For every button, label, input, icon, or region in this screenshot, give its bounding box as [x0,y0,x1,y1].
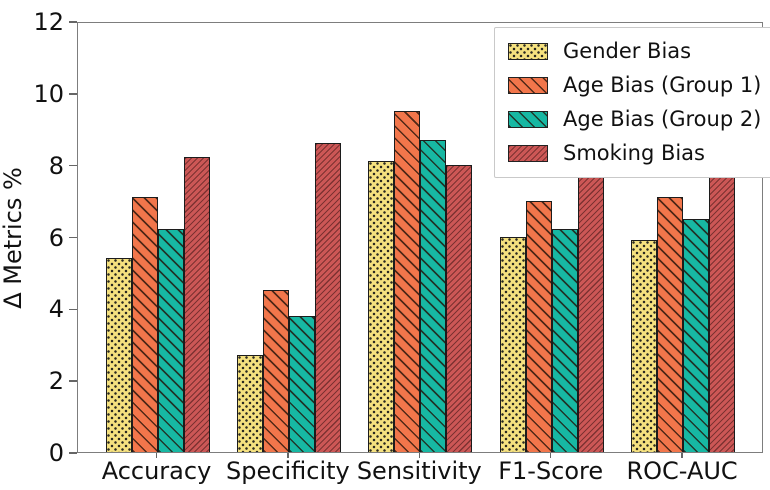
legend-label: Age Bias (Group 2) [563,107,762,131]
x-tick-mark [155,453,158,458]
legend: Gender Bias Age Bias (Group 1) Age Bias (G… [494,27,770,178]
legend-item: Gender Bias [508,39,761,64]
x-tick-label: Sensitivity [356,457,482,485]
y-tick-mark [69,21,77,23]
bar [499,236,526,452]
y-tick-mark [69,452,77,454]
legend-item: Age Bias (Group 2) [508,107,761,132]
y-tick-label: 12 [33,8,64,36]
y-tick-label: 8 [48,151,64,180]
legend-label: Age Bias (Group 1) [563,73,762,97]
bar [314,143,341,452]
x-tick-mark [549,453,552,458]
y-tick-mark [69,93,77,95]
legend-label: Smoking Bias [563,141,705,165]
x-tick-label: Accuracy [101,457,212,485]
x-tick-label: ROC-AUC [626,457,738,485]
legend-swatch [508,77,548,94]
y-tick-label: 10 [33,79,64,108]
legend-item: Smoking Bias [508,141,761,166]
x-tick-label: F1-Score [498,457,604,485]
bar [657,197,684,452]
y-tick-label: 6 [48,223,64,252]
bar [157,229,184,452]
bar [420,139,447,452]
plot-area [77,22,763,453]
x-tick-mark [681,453,683,458]
bar [709,157,736,452]
x-tick-label: Specificity [226,457,350,485]
y-tick-mark [69,380,77,382]
bar [105,258,132,452]
legend-swatch [508,111,548,128]
bar [631,240,658,452]
y-tick-label: 2 [48,367,64,396]
legend-swatch [508,43,548,60]
y-tick-mark [69,236,77,239]
y-tick-mark [69,164,77,167]
bar [446,164,473,452]
bar [683,218,710,452]
legend-label: Gender Bias [563,39,692,63]
y-tick-label: 0 [48,439,64,467]
legend-swatch [508,145,548,162]
bar [262,290,289,452]
bar [131,197,158,452]
bar [525,200,552,452]
y-tick-label: 4 [48,295,64,324]
x-tick-mark [418,453,421,458]
bar [236,355,263,452]
legend-item: Age Bias (Group 1) [508,73,761,98]
x-tick-mark [287,453,289,458]
bar [368,161,395,452]
bar [288,315,315,452]
bar [183,157,210,452]
bar [394,110,421,452]
y-tick-mark [69,308,77,311]
bar [551,229,578,452]
bar [577,150,604,452]
